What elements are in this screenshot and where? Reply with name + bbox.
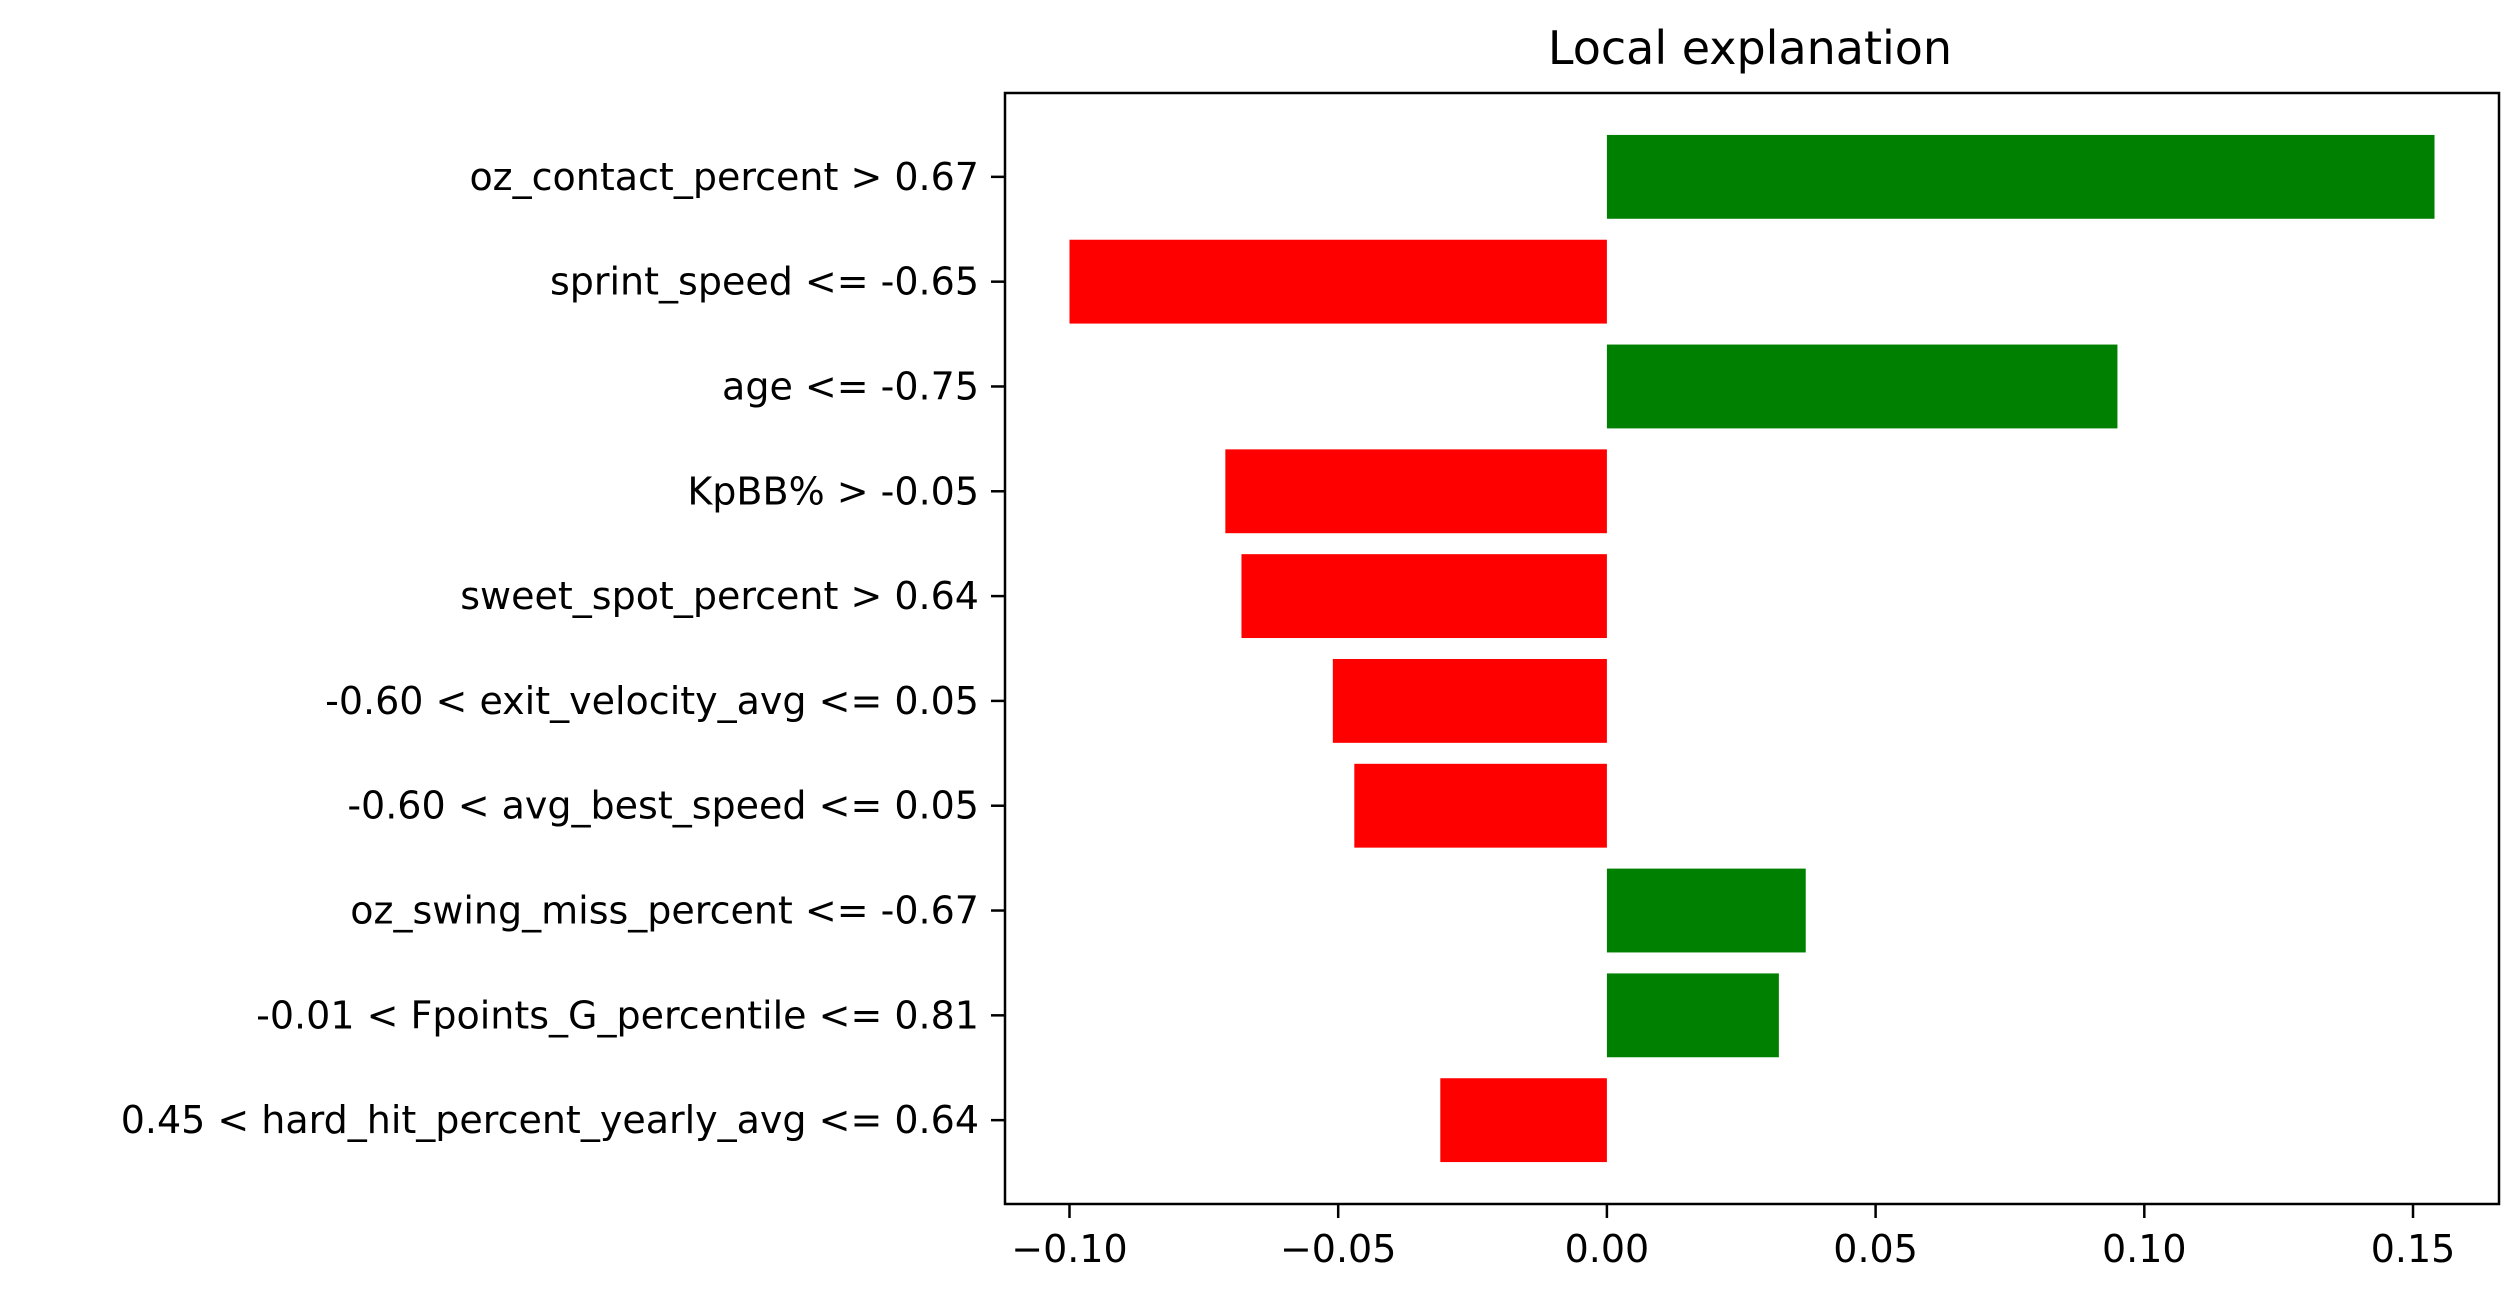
y-tick-label-4: sweet_spot_percent > 0.64 (460, 574, 979, 618)
y-tick-label-8: -0.01 < Fpoints_G_percentile <= 0.81 (256, 993, 979, 1037)
x-tick-label-1: −0.05 (1280, 1227, 1396, 1271)
plot-frame (1003, 91, 2501, 1206)
bars (1069, 134, 2435, 1163)
chart-title: Local explanation (1548, 21, 1952, 75)
bar-9 (1440, 1078, 1607, 1163)
bar-4 (1241, 554, 1607, 639)
bar-7 (1606, 868, 1806, 953)
bar-3 (1225, 449, 1607, 534)
bar-1 (1069, 239, 1607, 324)
x-tick-label-4: 0.10 (2102, 1227, 2187, 1271)
y-tick-label-3: KpBB% > -0.05 (687, 469, 979, 513)
y-axis: oz_contact_percent > 0.67 sprint_speed <=… (121, 155, 1005, 1142)
y-tick-label-9: 0.45 < hard_hit_percent_yearly_avg <= 0.… (121, 1098, 979, 1142)
x-tick-label-5: 0.15 (2371, 1227, 2456, 1271)
x-tick-label-2: 0.00 (1565, 1227, 1650, 1271)
bar-8 (1606, 973, 1779, 1058)
y-tick-label-6: -0.60 < avg_best_speed <= 0.05 (347, 784, 979, 828)
x-tick-label-3: 0.05 (1833, 1227, 1918, 1271)
y-tick-label-5: -0.60 < exit_velocity_avg <= 0.05 (325, 679, 979, 723)
y-tick-label-2: age <= -0.75 (722, 364, 979, 408)
y-tick-label-1: sprint_speed <= -0.65 (550, 260, 979, 304)
bar-5 (1332, 658, 1607, 743)
bar-2 (1606, 344, 2118, 429)
bar-6 (1354, 763, 1607, 848)
y-tick-label-7: oz_swing_miss_percent <= -0.67 (350, 889, 979, 933)
x-axis: −0.10 −0.05 0.00 0.05 0.10 0.15 (1011, 1204, 2455, 1271)
y-tick-label-0: oz_contact_percent > 0.67 (469, 155, 979, 199)
x-tick-label-0: −0.10 (1011, 1227, 1127, 1271)
bar-0 (1606, 134, 2435, 219)
